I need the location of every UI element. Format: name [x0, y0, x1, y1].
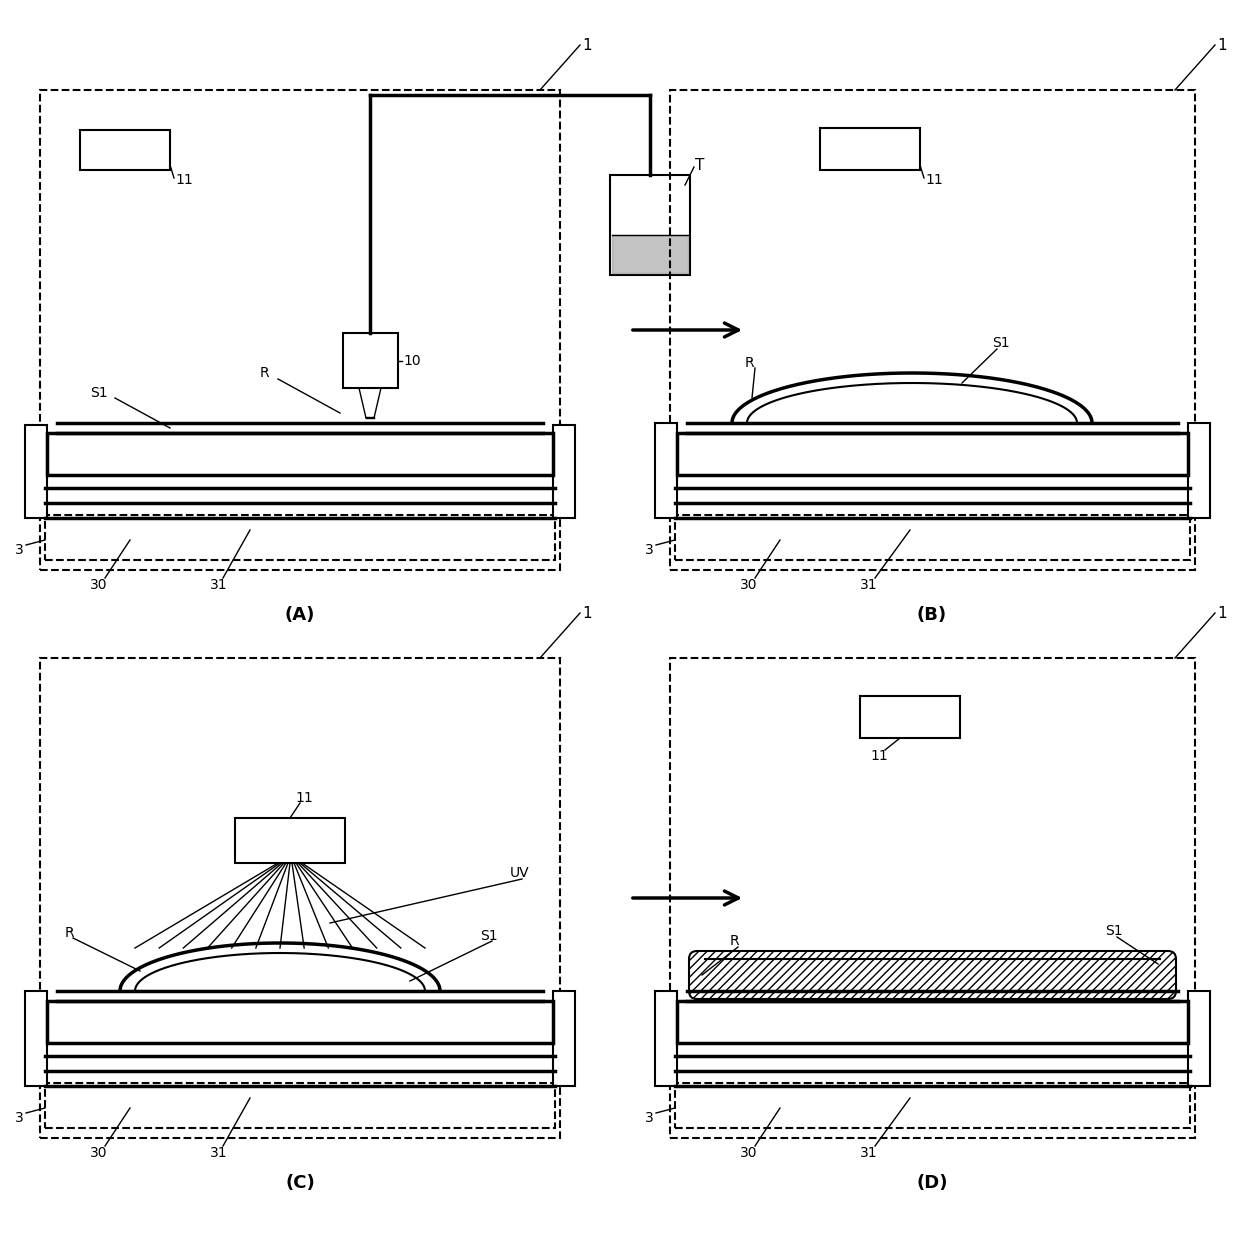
Text: 11: 11 — [925, 173, 942, 187]
Bar — [47, 1002, 553, 1042]
Bar — [45, 1083, 556, 1128]
Bar — [1188, 423, 1210, 517]
Bar — [45, 515, 556, 560]
Bar — [677, 433, 1188, 475]
Bar — [47, 433, 553, 475]
Text: 3: 3 — [645, 1110, 653, 1125]
Text: 30: 30 — [91, 1146, 108, 1160]
Text: 11: 11 — [175, 173, 192, 187]
Bar — [81, 130, 170, 170]
Text: 3: 3 — [15, 1110, 24, 1125]
Text: 1: 1 — [1216, 605, 1226, 620]
Text: 1: 1 — [582, 37, 591, 52]
Bar — [670, 90, 1195, 569]
Bar — [670, 659, 1195, 1138]
Bar — [861, 696, 960, 738]
Bar — [1188, 990, 1210, 1086]
Text: (B): (B) — [916, 605, 947, 624]
Bar — [25, 990, 47, 1086]
Text: S1: S1 — [480, 928, 497, 943]
Text: 1: 1 — [582, 605, 591, 620]
Text: 31: 31 — [861, 1146, 878, 1160]
Bar — [610, 175, 689, 275]
Text: 3: 3 — [15, 543, 24, 557]
Text: 3: 3 — [645, 543, 653, 557]
Bar — [677, 1002, 1188, 1042]
Text: R: R — [64, 926, 74, 940]
Bar — [40, 659, 560, 1138]
Bar — [675, 515, 1190, 560]
Text: 10: 10 — [403, 354, 420, 368]
Bar — [655, 990, 677, 1086]
Text: (C): (C) — [285, 1174, 315, 1192]
Bar — [553, 425, 575, 517]
Bar — [553, 990, 575, 1086]
Text: (A): (A) — [285, 605, 315, 624]
Text: 31: 31 — [210, 578, 228, 592]
Text: 31: 31 — [210, 1146, 228, 1160]
Text: R: R — [260, 366, 269, 380]
Text: 30: 30 — [91, 578, 108, 592]
Text: R: R — [745, 357, 755, 370]
Text: S1: S1 — [91, 386, 108, 400]
Text: 30: 30 — [740, 578, 758, 592]
Bar — [820, 128, 920, 170]
Text: 11: 11 — [295, 791, 312, 805]
Text: UV: UV — [510, 867, 529, 880]
Bar — [675, 1083, 1190, 1128]
Text: T: T — [694, 157, 704, 172]
Text: S1: S1 — [992, 335, 1009, 350]
Text: R: R — [730, 933, 739, 948]
Bar — [236, 818, 345, 863]
Text: (D): (D) — [916, 1174, 947, 1192]
Text: S1: S1 — [1105, 924, 1122, 938]
Bar — [25, 425, 47, 517]
Text: 11: 11 — [870, 749, 888, 763]
Bar — [655, 423, 677, 517]
Text: 1: 1 — [1216, 37, 1226, 52]
Text: 30: 30 — [740, 1146, 758, 1160]
Text: 31: 31 — [861, 578, 878, 592]
Bar — [40, 90, 560, 569]
Bar — [343, 333, 398, 387]
